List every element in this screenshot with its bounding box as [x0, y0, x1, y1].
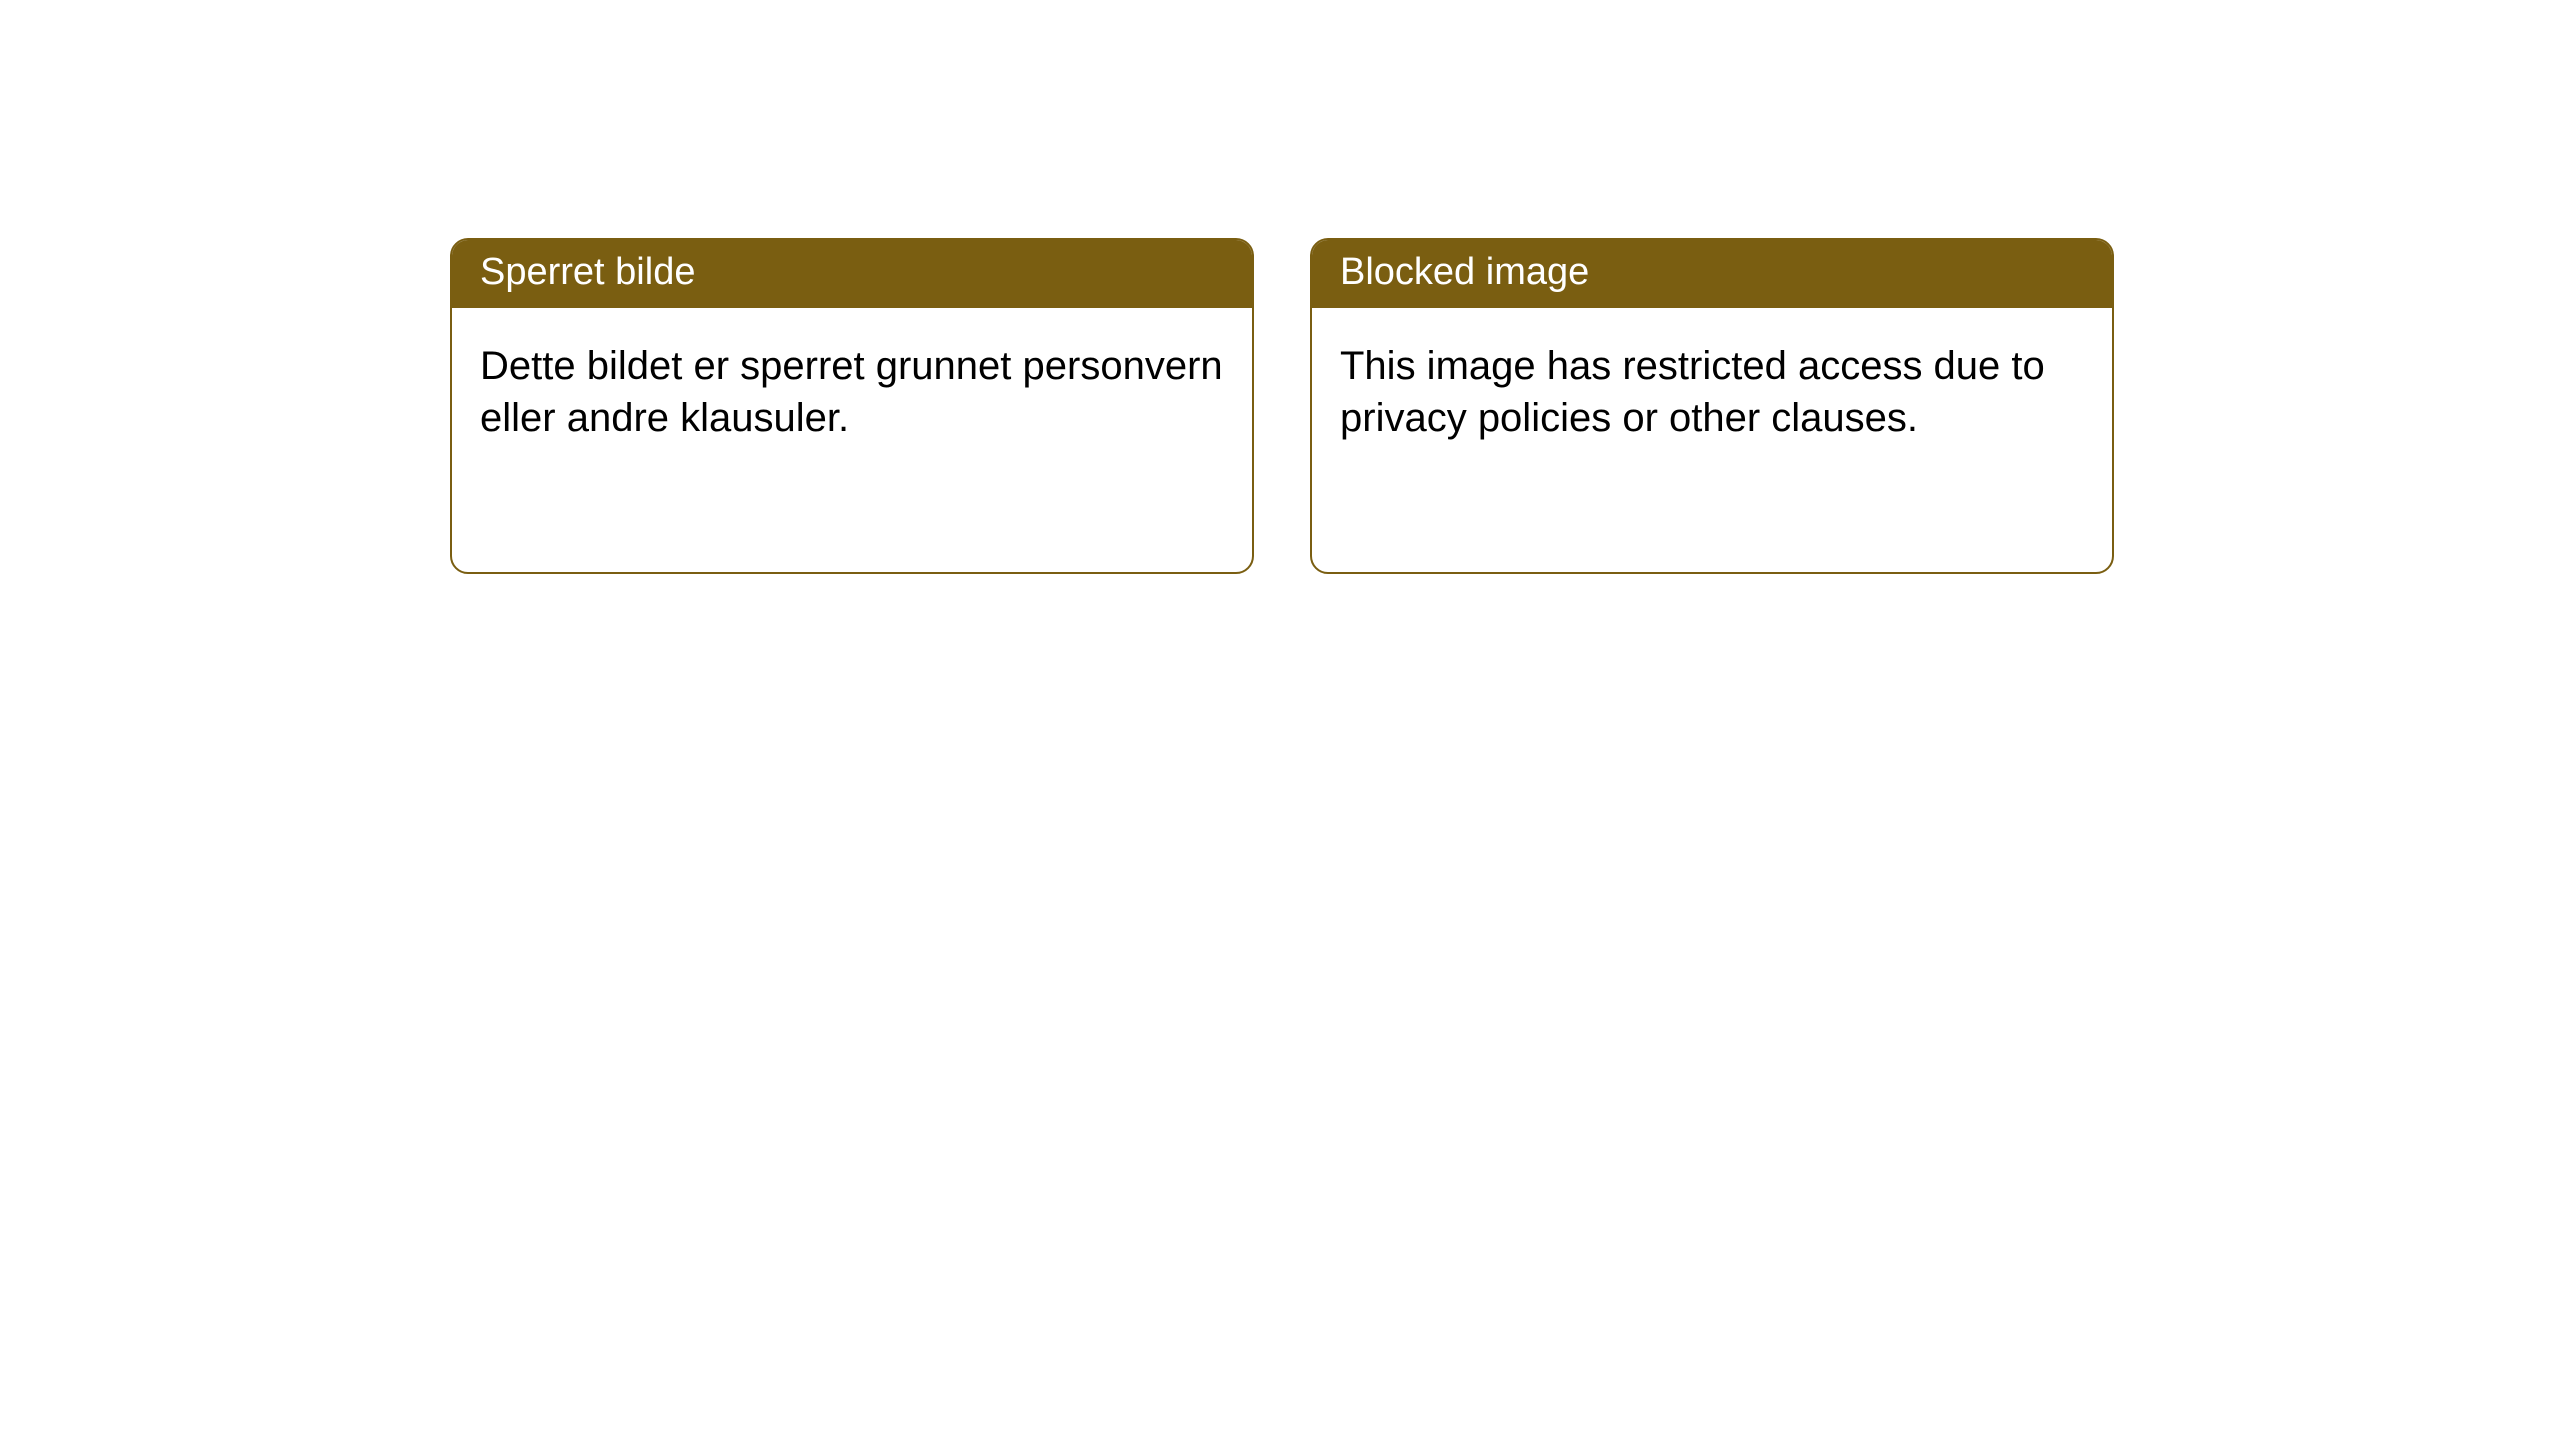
card-title: Blocked image — [1340, 251, 1589, 293]
notice-card-norwegian: Sperret bilde Dette bildet er sperret gr… — [450, 238, 1254, 574]
card-body-text: This image has restricted access due to … — [1340, 344, 2045, 440]
card-header: Blocked image — [1312, 240, 2112, 308]
card-body: Dette bildet er sperret grunnet personve… — [452, 308, 1252, 476]
card-body: This image has restricted access due to … — [1312, 308, 2112, 476]
card-header: Sperret bilde — [452, 240, 1252, 308]
notice-card-english: Blocked image This image has restricted … — [1310, 238, 2114, 574]
card-title: Sperret bilde — [480, 251, 695, 293]
card-body-text: Dette bildet er sperret grunnet personve… — [480, 344, 1223, 440]
notice-container: Sperret bilde Dette bildet er sperret gr… — [0, 0, 2560, 574]
